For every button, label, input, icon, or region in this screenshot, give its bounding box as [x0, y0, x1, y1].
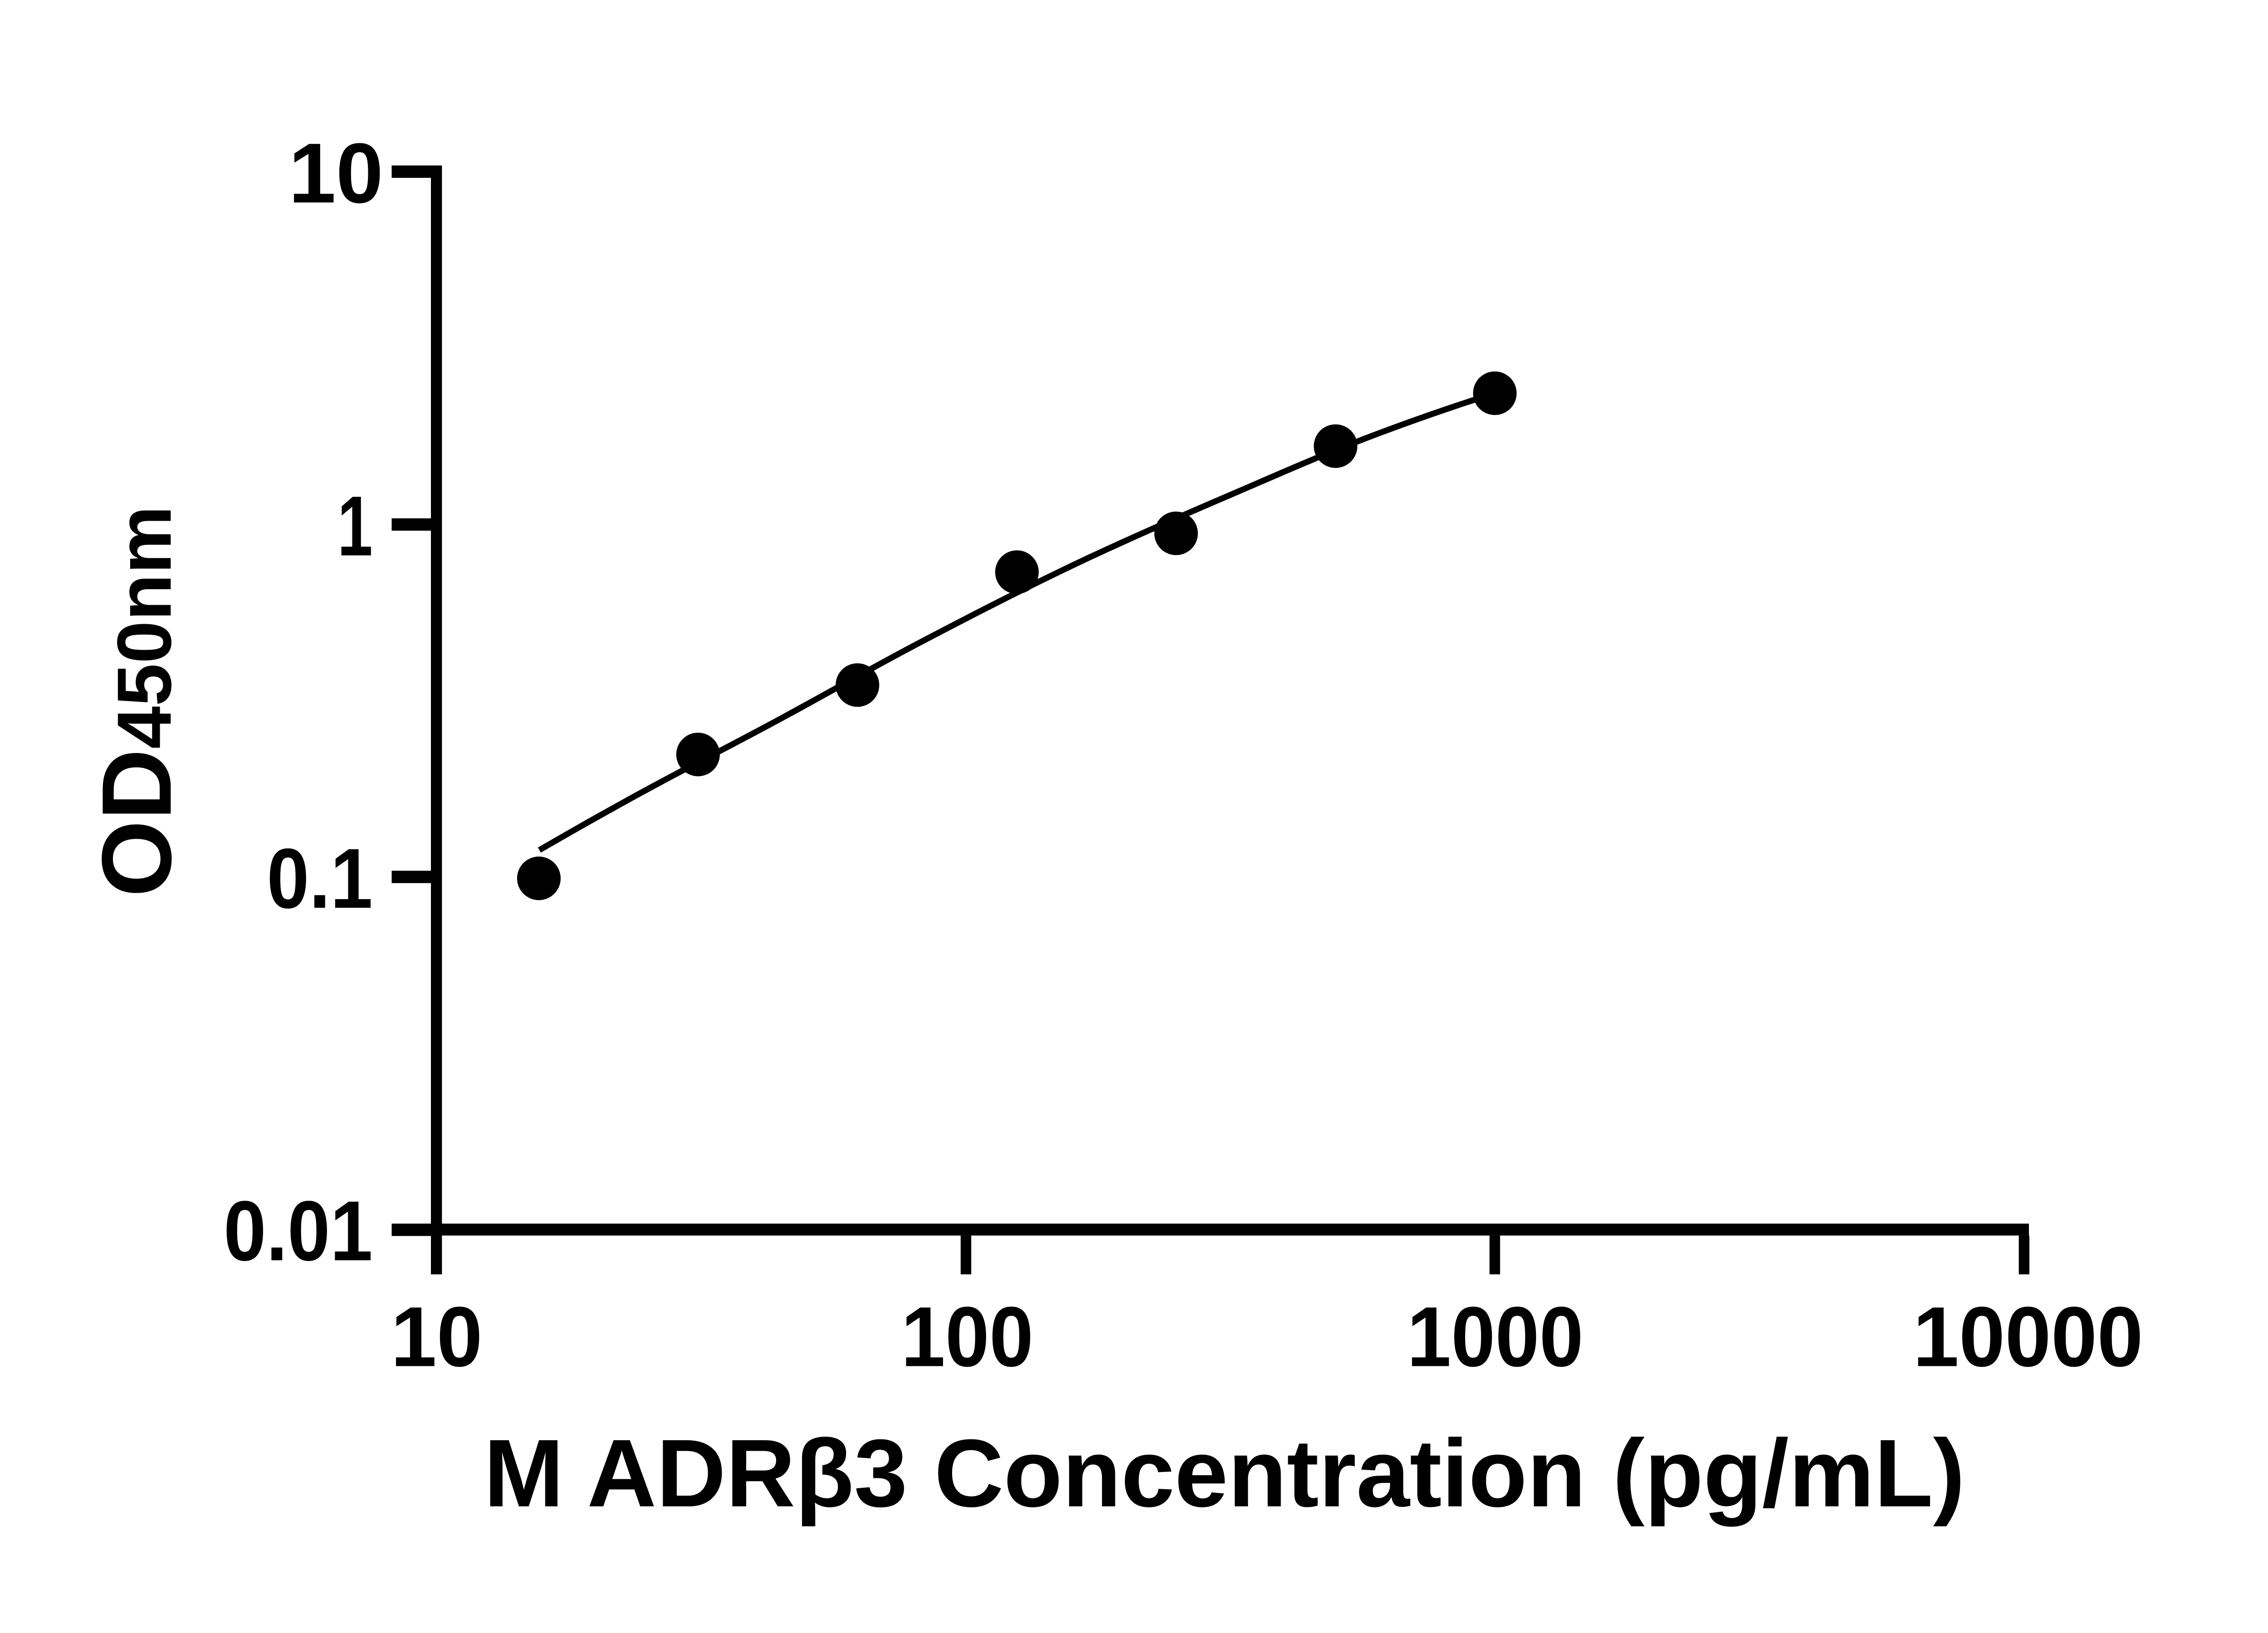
svg-text:10: 10: [391, 1289, 483, 1384]
svg-text:0.01: 0.01: [224, 1183, 373, 1278]
svg-text:10000: 10000: [1913, 1289, 2143, 1384]
svg-text:1000: 1000: [1407, 1289, 1584, 1384]
svg-text:100: 100: [901, 1289, 1034, 1384]
svg-text:1: 1: [337, 478, 373, 573]
svg-text:M ADRβ3 Concentration (pg/mL): M ADRβ3 Concentration (pg/mL): [484, 1419, 1965, 1527]
svg-text:0.1: 0.1: [267, 831, 372, 926]
svg-text:10: 10: [288, 125, 383, 220]
